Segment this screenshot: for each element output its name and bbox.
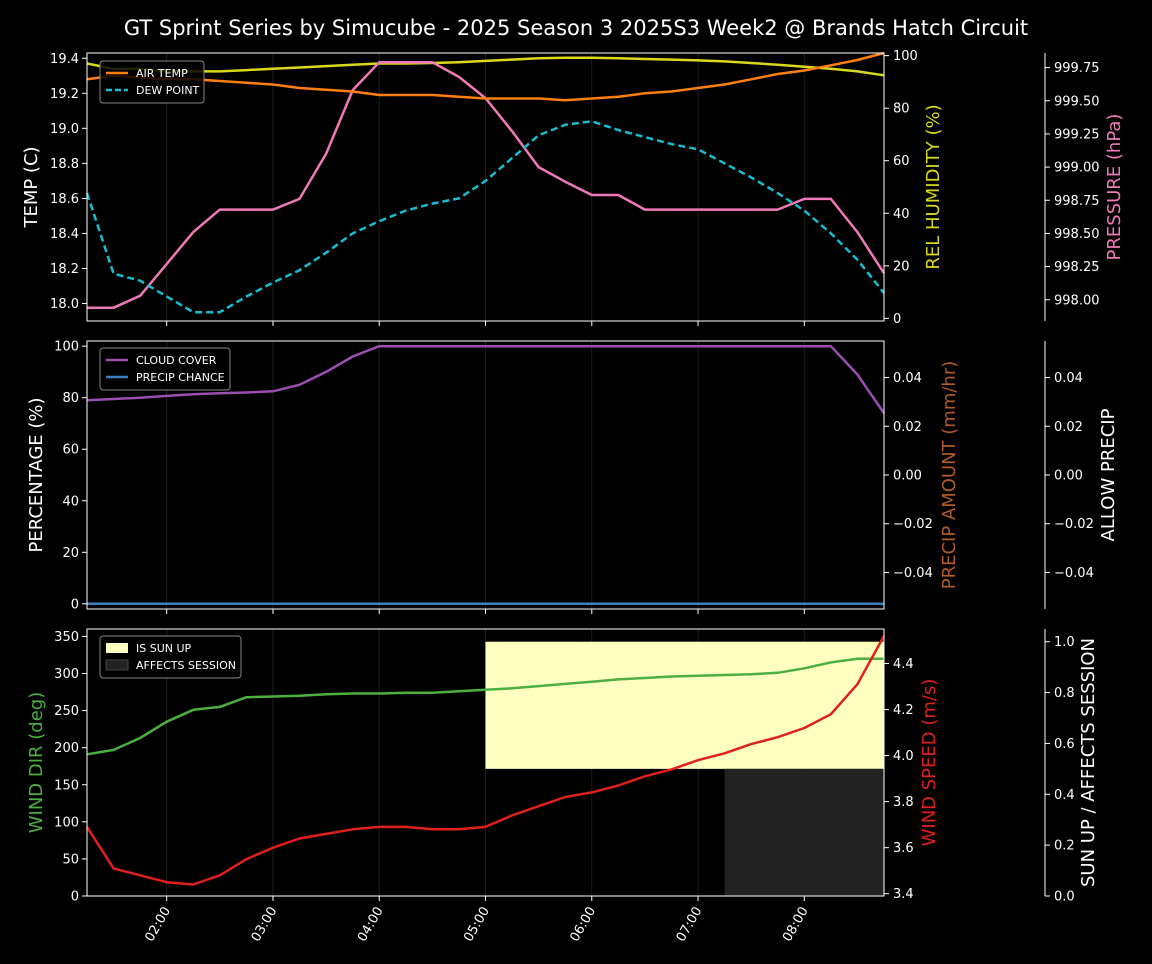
- right-tick-label: −0.04: [1054, 566, 1094, 581]
- left-tick-label: 350: [54, 630, 79, 645]
- legend-label: DEW POINT: [136, 84, 200, 97]
- legend-label: CLOUD COVER: [136, 354, 217, 367]
- left-tick-label: 200: [54, 741, 79, 756]
- air-temp-line: [86, 51, 885, 102]
- legend-label: AFFECTS SESSION: [136, 659, 236, 672]
- right-tick-label: 0.02: [893, 420, 922, 435]
- left-tick-label: 18.2: [50, 262, 79, 277]
- right-tick-label: 60: [893, 154, 910, 169]
- precip-amount-axis-label: PRECIP AMOUNT (mm/hr): [939, 361, 960, 590]
- left-tick-label: 19.0: [50, 122, 79, 137]
- right-tick-label: 0.04: [893, 371, 922, 386]
- left-tick-label: 18.8: [50, 157, 79, 172]
- left-tick-label: 300: [54, 667, 79, 682]
- left-tick-label: 40: [62, 494, 79, 509]
- right-tick-label: 40: [893, 207, 910, 222]
- temp-axis-label: TEMP (C): [21, 146, 42, 228]
- right-tick-label: 0.4: [1054, 788, 1075, 803]
- sun-affects-axis-label: SUN UP / AFFECTS SESSION: [1078, 638, 1099, 887]
- right-tick-label: −0.02: [893, 517, 933, 532]
- right-tick-label: 3.8: [893, 795, 914, 810]
- wind-speed-line: [85, 635, 886, 886]
- left-tick-label: 20: [62, 546, 79, 561]
- right-tick-label: 0.8: [1054, 686, 1075, 701]
- legend-label: PRECIP CHANCE: [136, 371, 225, 384]
- affects-session-area: [724, 768, 884, 896]
- right-tick-label: 0: [893, 312, 901, 327]
- left-tick-label: 0: [71, 890, 79, 905]
- left-tick-label: 100: [54, 815, 79, 830]
- pressure-axis-label: PRESSURE (hPa): [1104, 114, 1125, 261]
- right-tick-label: 999.50: [1054, 94, 1100, 109]
- right-tick-label: −0.02: [1054, 517, 1094, 532]
- right-tick-label: 80: [893, 102, 910, 117]
- right-tick-label: 3.4: [893, 887, 914, 902]
- left-tick-label: 18.0: [50, 297, 79, 312]
- dew-point-line: [85, 120, 885, 314]
- left-tick-label: 250: [54, 704, 79, 719]
- right-tick-label: 998.00: [1054, 293, 1100, 308]
- right-tick-label: 999.00: [1054, 161, 1100, 176]
- legend-box: [99, 60, 205, 104]
- legend-label: IS SUN UP: [136, 642, 192, 655]
- left-tick-label: 19.2: [50, 87, 79, 102]
- cloud-cover-line: [86, 344, 886, 414]
- right-tick-label: 100: [893, 49, 918, 64]
- right-tick-label: 999.75: [1054, 61, 1100, 76]
- left-tick-label: 18.6: [50, 192, 79, 207]
- right-tick-label: 0.00: [893, 469, 922, 484]
- right-tick-label: 998.50: [1054, 227, 1100, 242]
- legend-swatch: [105, 659, 129, 671]
- right-tick-label: 998.75: [1054, 194, 1100, 209]
- right-tick-label: 0.2: [1054, 839, 1075, 854]
- left-tick-label: 19.4: [50, 52, 79, 67]
- legend-label: AIR TEMP: [136, 67, 188, 80]
- wind-dir-line: [86, 657, 884, 756]
- right-tick-label: 0.04: [1054, 371, 1083, 386]
- wind-speed-axis-label: WIND SPEED (m/s): [919, 679, 940, 847]
- right-tick-label: 20: [893, 259, 910, 274]
- right-tick-label: 4.0: [893, 749, 914, 764]
- legend-box: [99, 347, 231, 391]
- left-tick-label: 60: [62, 443, 79, 458]
- right-tick-label: 998.25: [1054, 260, 1100, 275]
- legend-box: [99, 635, 242, 679]
- left-tick-label: 18.4: [50, 227, 79, 242]
- right-tick-label: 1.0: [1054, 635, 1075, 650]
- right-tick-label: 0.02: [1054, 420, 1083, 435]
- right-tick-label: −0.04: [893, 566, 933, 581]
- sun-up-area: [485, 641, 884, 769]
- left-tick-label: 50: [62, 852, 79, 867]
- left-tick-label: 150: [54, 778, 79, 793]
- right-tick-label: 3.6: [893, 841, 914, 856]
- allow-precip-axis-label: ALLOW PRECIP: [1098, 408, 1119, 541]
- right-tick-label: 4.2: [893, 703, 914, 718]
- humidity-axis-label: REL HUMIDITY (%): [923, 104, 944, 269]
- chart-title: GT Sprint Series by Simucube - 2025 Seas…: [124, 16, 1028, 40]
- wind-dir-axis-label: WIND DIR (deg): [26, 692, 47, 834]
- left-tick-label: 80: [62, 391, 79, 406]
- panel-temperature: 18.0 18.2 18.4 18.6 18.8 19.0 19.2 19.4 0 20 40 60 8…: [21, 49, 1125, 327]
- right-tick-label: 999.25: [1054, 127, 1100, 142]
- right-tick-label: 4.4: [893, 657, 914, 672]
- percentage-axis-label: PERCENTAGE (%): [26, 397, 47, 552]
- legend-swatch: [106, 643, 128, 653]
- right-tick-label: 0.6: [1054, 737, 1075, 752]
- right-tick-label: 0.00: [1054, 469, 1083, 484]
- right-tick-label: 0.0: [1054, 890, 1075, 905]
- humidity-line: [86, 56, 885, 77]
- panel-wind: 0 50 100 150 200 250 300 350 3.4 3.6 3.8 4.0 4.2 4.4 0…: [26, 628, 1099, 944]
- left-tick-label: 0: [71, 597, 79, 612]
- panel-cloud: 0 20 40 60 80 100 −0.04 −0.02 0.00 0.02 0.04 −0.04 −…: [26, 340, 1119, 614]
- left-tick-label: 100: [54, 340, 79, 355]
